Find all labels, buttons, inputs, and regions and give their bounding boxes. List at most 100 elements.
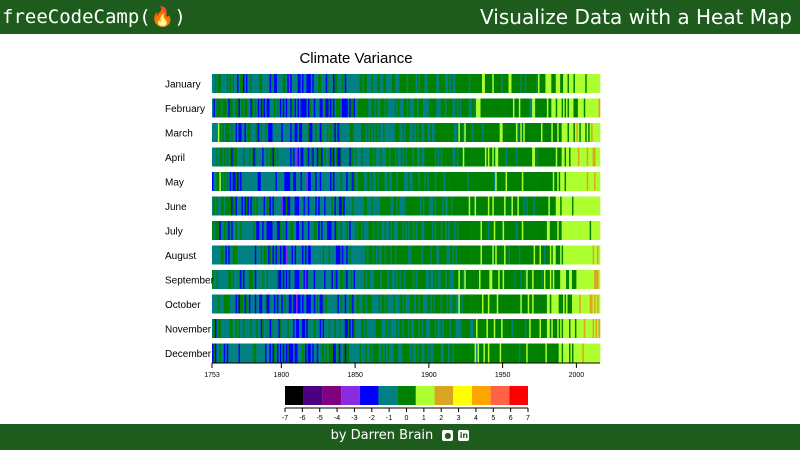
heat-cell[interactable]	[212, 98, 214, 118]
heat-cell[interactable]	[374, 221, 377, 240]
heat-cell[interactable]	[223, 74, 226, 93]
heat-cell[interactable]	[297, 294, 300, 314]
heat-cell[interactable]	[350, 123, 353, 142]
heat-cell[interactable]	[459, 196, 462, 216]
heat-cell[interactable]	[487, 123, 490, 142]
heat-cell[interactable]	[598, 98, 601, 118]
heat-cell[interactable]	[253, 172, 256, 191]
heat-cell[interactable]	[327, 123, 329, 142]
heat-cell[interactable]	[479, 221, 481, 240]
heat-cell[interactable]	[259, 343, 261, 363]
heat-cell[interactable]	[322, 74, 325, 93]
heat-cell[interactable]	[275, 270, 278, 289]
heat-cell[interactable]	[543, 98, 546, 118]
heat-cell[interactable]	[439, 74, 441, 93]
heat-cell[interactable]	[442, 245, 444, 265]
heat-cell[interactable]	[251, 147, 254, 167]
heat-cell[interactable]	[563, 294, 565, 314]
heat-cell[interactable]	[489, 98, 492, 118]
heat-cell[interactable]	[275, 172, 278, 191]
heat-cell[interactable]	[212, 123, 214, 142]
heat-cell[interactable]	[456, 196, 459, 216]
heat-cell[interactable]	[301, 196, 304, 216]
heat-cell[interactable]	[390, 147, 393, 167]
heat-cell[interactable]	[480, 147, 483, 167]
heat-cell[interactable]	[471, 245, 474, 265]
heat-cell[interactable]	[437, 74, 440, 93]
heat-cell[interactable]	[247, 221, 250, 240]
heat-cell[interactable]	[467, 221, 469, 240]
heat-cell[interactable]	[549, 221, 552, 240]
heat-cell[interactable]	[445, 147, 447, 167]
heat-cell[interactable]	[477, 245, 480, 265]
heat-cell[interactable]	[420, 196, 422, 216]
heat-cell[interactable]	[356, 343, 359, 363]
heat-cell[interactable]	[296, 74, 298, 93]
heat-cell[interactable]	[231, 294, 233, 314]
heat-cell[interactable]	[427, 196, 430, 216]
heat-cell[interactable]	[479, 270, 481, 289]
heat-cell[interactable]	[567, 221, 570, 240]
heat-cell[interactable]	[299, 123, 301, 142]
heat-cell[interactable]	[381, 74, 384, 93]
heat-cell[interactable]	[582, 147, 585, 167]
heat-cell[interactable]	[344, 221, 347, 240]
heat-cell[interactable]	[431, 221, 434, 240]
heat-cell[interactable]	[306, 172, 309, 191]
heat-cell[interactable]	[476, 294, 478, 314]
heat-cell[interactable]	[495, 343, 498, 363]
heat-cell[interactable]	[520, 270, 523, 289]
heat-cell[interactable]	[368, 294, 371, 314]
heat-cell[interactable]	[430, 98, 433, 118]
heat-cell[interactable]	[558, 74, 561, 93]
heat-cell[interactable]	[566, 245, 568, 265]
heat-cell[interactable]	[484, 196, 487, 216]
heat-cell[interactable]	[490, 221, 493, 240]
heat-cell[interactable]	[458, 147, 461, 167]
heat-cell[interactable]	[540, 319, 543, 338]
heat-cell[interactable]	[538, 294, 540, 314]
heat-cell[interactable]	[518, 245, 521, 265]
heat-cell[interactable]	[350, 294, 353, 314]
heat-cell[interactable]	[335, 98, 338, 118]
heat-cell[interactable]	[330, 319, 332, 338]
heat-cell[interactable]	[225, 123, 228, 142]
heat-cell[interactable]	[244, 147, 247, 167]
heat-cell[interactable]	[256, 245, 259, 265]
heat-cell[interactable]	[499, 245, 502, 265]
heat-cell[interactable]	[480, 123, 483, 142]
heat-cell[interactable]	[571, 221, 574, 240]
heat-cell[interactable]	[405, 172, 408, 191]
heat-cell[interactable]	[476, 343, 478, 363]
heat-cell[interactable]	[234, 196, 236, 216]
heat-cell[interactable]	[341, 147, 344, 167]
heat-cell[interactable]	[515, 172, 518, 191]
heat-cell[interactable]	[409, 294, 412, 314]
heat-cell[interactable]	[467, 270, 469, 289]
heat-cell[interactable]	[260, 196, 263, 216]
heat-cell[interactable]	[483, 319, 486, 338]
heat-cell[interactable]	[512, 343, 515, 363]
heat-cell[interactable]	[473, 294, 475, 314]
heat-cell[interactable]	[498, 74, 500, 93]
heat-cell[interactable]	[427, 221, 430, 240]
heat-cell[interactable]	[452, 245, 455, 265]
heat-cell[interactable]	[273, 343, 276, 363]
heat-cell[interactable]	[504, 98, 506, 118]
heat-cell[interactable]	[396, 196, 399, 216]
heat-cell[interactable]	[248, 270, 251, 289]
heat-cell[interactable]	[322, 147, 325, 167]
heat-cell[interactable]	[481, 319, 484, 338]
heat-cell[interactable]	[539, 319, 542, 338]
heat-cell[interactable]	[352, 147, 354, 167]
heat-cell[interactable]	[406, 221, 409, 240]
heat-cell[interactable]	[291, 74, 294, 93]
heat-cell[interactable]	[250, 343, 253, 363]
heat-cell[interactable]	[461, 123, 464, 142]
heat-cell[interactable]	[226, 343, 229, 363]
heat-cell[interactable]	[235, 294, 238, 314]
heat-cell[interactable]	[225, 172, 228, 191]
heat-cell[interactable]	[459, 74, 462, 93]
heat-cell[interactable]	[307, 270, 310, 289]
heat-cell[interactable]	[510, 245, 512, 265]
